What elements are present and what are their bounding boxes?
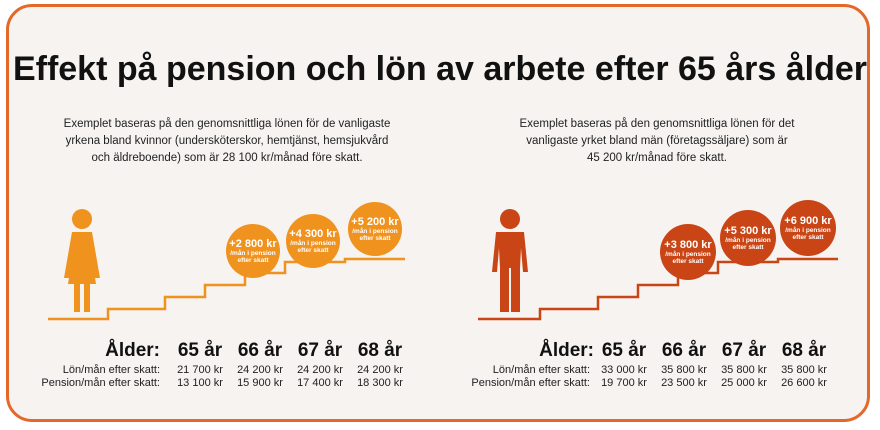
pension-cell: 23 500 kr (661, 377, 707, 389)
age-header: 67 år (721, 340, 767, 361)
salary-cell: 24 200 kr (357, 364, 403, 376)
salary-cell: 33 000 kr (601, 364, 647, 376)
salary-cell: 24 200 kr (297, 364, 343, 376)
age-header: 65 år (601, 340, 647, 361)
pension-bubble: +2 800 kr /mån i pension efter skatt (226, 224, 280, 278)
left-staircase (48, 257, 405, 321)
pension-bubble: +3 800 kr /mån i pension efter skatt (660, 224, 716, 280)
pension-bubble: +6 900 kr /mån i pension efter skatt (780, 200, 836, 256)
pension-increase: +4 300 kr (289, 227, 337, 240)
pension-increase: +5 300 kr (724, 224, 772, 237)
pension-cell: 26 600 kr (781, 377, 827, 389)
age-header: 67 år (297, 340, 343, 361)
left-description: Exemplet baseras på den genomsnittliga l… (52, 116, 402, 167)
pension-increase: +6 900 kr (784, 214, 832, 227)
salary-cell: 24 200 kr (237, 364, 283, 376)
pension-cell: 18 300 kr (357, 377, 403, 389)
age-label: Ålder: (539, 340, 594, 361)
salary-row-label: Lön/mån efter skatt: (62, 364, 160, 376)
salary-cell: 35 800 kr (781, 364, 827, 376)
salary-cell: 35 800 kr (721, 364, 767, 376)
age-header: 68 år (781, 340, 827, 361)
right-description-line: vanligaste yrket bland män (företagssälj… (526, 135, 788, 147)
pension-bubble: +5 300 kr /mån i pension efter skatt (720, 210, 776, 266)
pension-bubble: +4 300 kr /mån i pension efter skatt (286, 214, 340, 268)
pension-cell: 15 900 kr (237, 377, 283, 389)
right-description-line: 45 200 kr/månad före skatt. (587, 152, 727, 164)
age-header: 68 år (357, 340, 403, 361)
right-staircase (478, 257, 838, 321)
left-description-line: och äldreboende) som är 28 100 kr/månad … (91, 152, 363, 164)
age-header: 65 år (177, 340, 223, 361)
pension-cell: 25 000 kr (721, 377, 767, 389)
pension-cell: 13 100 kr (177, 377, 223, 389)
pension-bubble: +5 200 kr /mån i pension efter skatt (348, 202, 402, 256)
pension-increase: +5 200 kr (351, 215, 399, 228)
pension-row-label: Pension/mån efter skatt: (41, 377, 160, 389)
right-description-line: Exemplet baseras på den genomsnittliga l… (519, 118, 795, 130)
pension-increase: +3 800 kr (664, 238, 712, 251)
left-description-line: yrkena bland kvinnor (undersköterskor, h… (65, 135, 389, 147)
salary-cell: 21 700 kr (177, 364, 223, 376)
pension-cell: 17 400 kr (297, 377, 343, 389)
pension-cell: 19 700 kr (601, 377, 647, 389)
page-title: Effekt på pension och lön av arbete efte… (12, 50, 868, 88)
infographic-frame (6, 4, 870, 422)
left-description-line: Exemplet baseras på den genomsnittliga l… (63, 118, 391, 130)
salary-row-label: Lön/mån efter skatt: (492, 364, 590, 376)
age-label: Ålder: (105, 340, 160, 361)
age-header: 66 år (237, 340, 283, 361)
right-description: Exemplet baseras på den genomsnittliga l… (482, 116, 832, 167)
woman-icon (64, 209, 100, 312)
man-icon (492, 209, 528, 312)
salary-cell: 35 800 kr (661, 364, 707, 376)
pension-increase: +2 800 kr (229, 237, 277, 250)
pension-row-label: Pension/mån efter skatt: (471, 377, 590, 389)
age-header: 66 år (661, 340, 707, 361)
